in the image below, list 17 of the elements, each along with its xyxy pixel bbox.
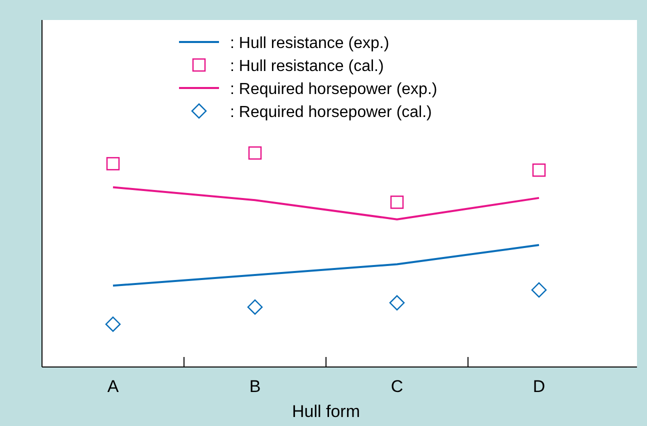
x-tick-label: A	[107, 377, 120, 396]
x-axis-title: Hull form	[292, 402, 360, 421]
point	[105, 316, 121, 332]
x-tick-label: C	[390, 377, 404, 396]
legend-label: : Required horsepower (exp.)	[230, 81, 438, 98]
point	[248, 146, 262, 160]
point	[247, 299, 263, 315]
point	[532, 163, 546, 177]
point	[390, 196, 404, 209]
legend-label: : Hull resistance (cal.)	[230, 58, 384, 75]
x-tick-label: D	[532, 377, 546, 396]
legend-label: : Hull resistance (exp.)	[230, 35, 390, 52]
point	[531, 282, 547, 298]
legend-label: : Required horsepower (cal.)	[230, 104, 432, 121]
x-tick-label: B	[249, 377, 261, 396]
point	[389, 295, 405, 310]
point	[106, 157, 120, 170]
